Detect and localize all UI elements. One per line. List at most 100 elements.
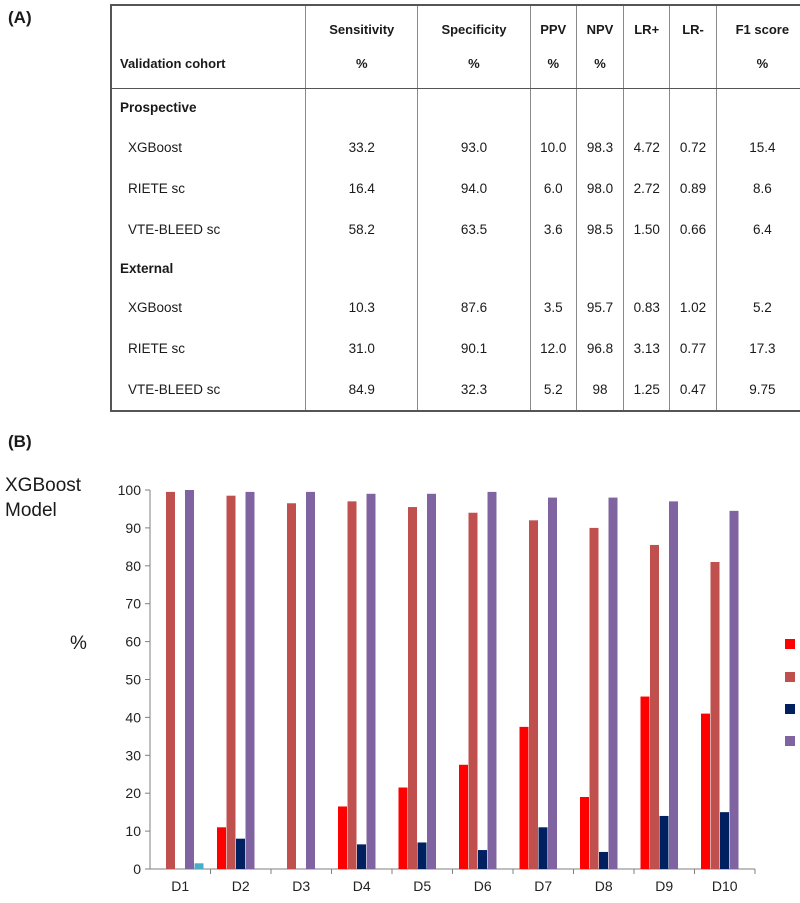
value-cell: 98.0: [576, 167, 625, 209]
table-group-row: External: [112, 249, 800, 288]
table-header-row-top: Sensitivity Specificity PPV NPV LR+ LR- F1 sco…: [112, 6, 800, 40]
value-cell: 10.3: [305, 287, 419, 329]
bar-s4-D1: [185, 490, 194, 869]
bar-s3-D7: [538, 827, 548, 869]
y-tick-label: 40: [125, 709, 141, 725]
value-cell: 3.5: [530, 287, 577, 329]
empty-cell: [417, 249, 531, 288]
panel-a-label: (A): [8, 8, 32, 27]
bar-s4-D2: [245, 491, 255, 869]
header-unit-cell: Validation cohort: [112, 39, 307, 89]
x-tick-label: D10: [712, 878, 738, 894]
y-tick-label: 30: [125, 747, 141, 763]
value-cell: 98.3: [576, 126, 625, 168]
empty-cell: [716, 249, 800, 287]
value-cell: 98.5: [576, 208, 625, 250]
table-header-row-bottom: Validation cohort%%%%%: [112, 39, 800, 89]
bar-s3-D10: [720, 812, 729, 869]
value-cell: 0.77: [669, 328, 717, 370]
y-tick-label: 100: [118, 482, 142, 498]
bar-s1-D2: [217, 827, 226, 869]
bar-s1-D10: [701, 713, 710, 869]
bar-s3-D6: [478, 850, 487, 869]
value-cell: 9.75: [749, 382, 776, 397]
value-cell: 6.0: [530, 167, 577, 209]
value-cell: 6.4: [752, 221, 772, 237]
bar-s2-D4: [347, 501, 357, 869]
bar-s2-D10: [710, 562, 720, 869]
bar-s4-D4: [366, 493, 376, 869]
header-unit-cell: %: [716, 39, 800, 89]
header-cell: LR+: [623, 6, 671, 40]
bar-s1-D9: [640, 696, 650, 869]
model-name-cell: RIETE sc: [112, 328, 307, 370]
value-cell: 33.2: [305, 126, 419, 168]
value-cell: 0.72: [669, 126, 717, 168]
y-tick-label: 90: [125, 520, 141, 536]
bar-s3-D8: [599, 851, 608, 869]
group-label: External: [112, 249, 307, 288]
value-cell: 93.0: [417, 126, 531, 168]
empty-cell: [305, 88, 419, 127]
empty-cell: [669, 88, 717, 127]
empty-cell: [576, 88, 625, 127]
header-unit-cell: %: [305, 39, 419, 89]
value-cell: 4.72: [623, 126, 671, 168]
bar-s4-D8: [608, 497, 618, 869]
legend-swatch-2: [785, 672, 795, 682]
value-cell: 90.1: [417, 328, 531, 370]
empty-cell: [623, 249, 671, 288]
header-cell: PPV: [530, 6, 577, 40]
header-cell: NPV: [576, 6, 625, 40]
model-name-cell: RIETE sc: [112, 167, 307, 209]
value-cell: 5.2: [530, 369, 577, 410]
bar-s4-D10: [729, 510, 739, 869]
table-row: VTE-BLEED sc 58.2 63.5 3.6 98.5 1.50 0.66 6.4: [112, 208, 800, 250]
bar-s1-D8: [580, 796, 589, 869]
validation-metrics-table: Sensitivity Specificity PPV NPV LR+ LR- F1 sco…: [110, 4, 800, 412]
value-cell: 98: [576, 369, 625, 410]
bar-s1-D5: [398, 787, 408, 869]
header-cell: [112, 6, 307, 40]
value-cell: 96.8: [576, 328, 625, 370]
chart-title-line-2: Model: [5, 500, 57, 521]
bar-s2-D2: [226, 495, 236, 869]
value-cell: 31.0: [305, 328, 419, 370]
bar-s3-D4: [357, 844, 366, 869]
value-cell: 12.0: [530, 328, 577, 370]
bar-s5-D1: [194, 863, 204, 869]
bar-s4-D9: [669, 501, 678, 869]
y-tick-label: 80: [125, 558, 141, 574]
x-tick-label: D5: [413, 878, 431, 894]
value-cell: 3.6: [530, 208, 577, 250]
model-name-cell: XGBoost: [112, 287, 307, 329]
value-cell: 1.50: [623, 208, 671, 250]
empty-cell: [576, 249, 625, 288]
value-cell: 15.4: [749, 139, 776, 155]
y-tick-label: 60: [125, 634, 141, 650]
x-tick-label: D9: [655, 878, 673, 894]
header-unit-cell: %: [576, 39, 625, 89]
table-group-row: Prospective: [112, 88, 800, 127]
header-unit-cell: %: [417, 39, 531, 89]
header-cell: F1 score: [735, 22, 790, 38]
bar-s2-D1: [166, 491, 175, 869]
bar-s2-D6: [468, 512, 478, 869]
value-cell: 0.83: [623, 287, 671, 329]
header-unit-cell: [623, 39, 671, 89]
value-cell: 16.4: [305, 167, 419, 209]
bar-s4-D6: [487, 491, 497, 869]
legend-swatch-3: [785, 704, 795, 714]
value-cell: 10.0: [530, 126, 577, 168]
legend-swatch-1: [785, 639, 795, 649]
value-cell: 94.0: [417, 167, 531, 209]
legend-swatch-4: [785, 736, 795, 746]
value-cell: 87.6: [417, 287, 531, 329]
value-cell: 32.3: [417, 369, 531, 410]
bar-s2-D8: [589, 527, 599, 869]
group-label: Prospective: [112, 88, 307, 127]
empty-cell: [530, 249, 577, 288]
value-cell: 3.13: [623, 328, 671, 370]
y-tick-label: 50: [125, 672, 141, 688]
table-row: XGBoost 33.2 93.0 10.0 98.3 4.72 0.72 15.4: [112, 126, 800, 168]
